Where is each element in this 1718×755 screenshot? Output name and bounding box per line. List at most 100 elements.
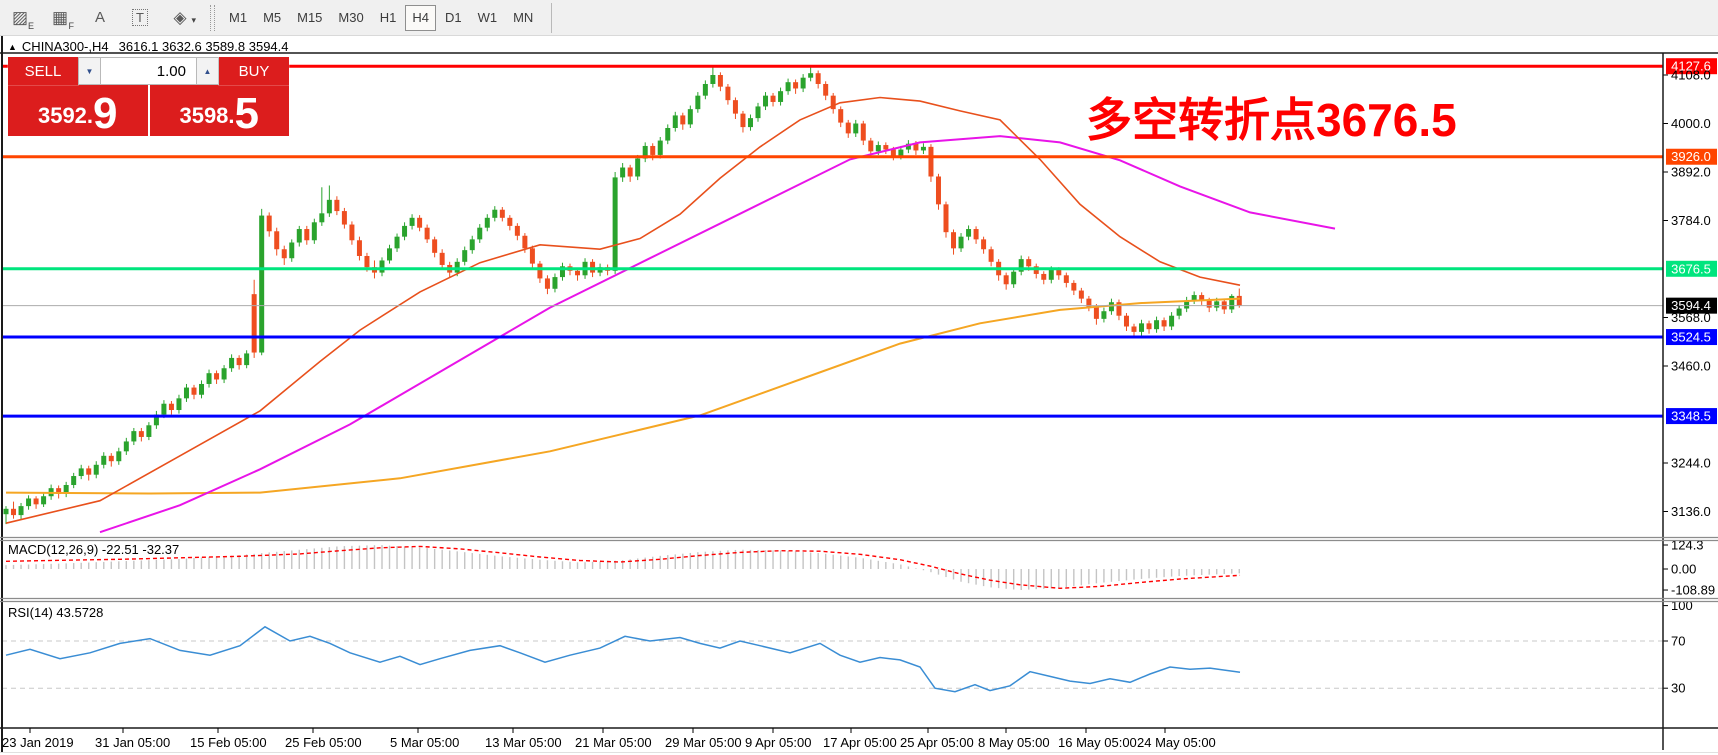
candle-body <box>657 140 663 155</box>
candle-body <box>183 387 189 399</box>
candle-body <box>477 227 483 240</box>
candle-body <box>529 248 535 264</box>
candle-body <box>274 231 280 250</box>
candle-body <box>763 95 769 107</box>
toolbar: ▨ E ▦ F A T ◈ ▾ M1 M5 M15 M30 H1 H4 D1 W1 MN <box>0 0 1718 36</box>
candle-body <box>1078 290 1084 299</box>
indicators-icon[interactable]: ▨ E <box>2 3 38 33</box>
candle-body <box>853 123 859 134</box>
candle-body <box>311 222 317 241</box>
candle-body <box>296 229 302 243</box>
macd-indicator-label: MACD(12,26,9) -22.51 -32.37 <box>8 542 180 557</box>
price-badge-3594.4 <box>1666 297 1717 314</box>
text-box-icon[interactable]: T <box>122 3 158 33</box>
chevron-down-icon: ▼ <box>85 66 94 76</box>
candle-body <box>838 109 844 123</box>
candle-body <box>214 373 220 380</box>
buy-button[interactable]: BUY <box>218 56 290 86</box>
timeframe-button-h1[interactable]: H1 <box>373 5 404 31</box>
sell-button[interactable]: SELL <box>7 56 79 86</box>
candle-body <box>612 177 618 271</box>
timeframe-button-h4[interactable]: H4 <box>405 4 436 31</box>
shapes-icon-badge: ▾ <box>191 14 196 25</box>
candle-body <box>770 95 776 102</box>
rsi-axis-label: 70 <box>1671 634 1685 649</box>
candle-body <box>808 73 814 78</box>
y-tick-label: 4108.0 <box>1671 68 1711 83</box>
collapse-triangle-icon[interactable]: ▲ <box>8 42 17 52</box>
candle-body <box>469 239 475 251</box>
shapes-icon-glyph: ◈ <box>173 7 187 27</box>
buy-price-int: 3598 <box>179 103 229 128</box>
text-label-icon[interactable]: A <box>82 3 118 33</box>
candle-body <box>687 109 693 125</box>
trade-controls-row: SELL ▼ ▲ BUY <box>7 56 290 86</box>
candle-body <box>251 294 257 353</box>
candle-body <box>1184 300 1190 309</box>
symbol-label: CHINA300-,H4 <box>21 39 109 54</box>
timeframe-button-m1[interactable]: M1 <box>222 5 254 31</box>
buy-price[interactable]: 3598. 5 <box>150 85 290 136</box>
candle-body <box>153 414 159 426</box>
shapes-icon[interactable]: ◈ ▾ <box>162 3 198 33</box>
timeframe-button-m15[interactable]: M15 <box>290 5 329 31</box>
candle-body <box>1206 300 1212 308</box>
candle-body <box>1191 295 1197 301</box>
candle-body <box>499 209 505 218</box>
volume-input[interactable] <box>101 57 196 85</box>
time-axis-label: 5 Mar 05:00 <box>390 735 459 750</box>
candle-body <box>364 255 370 268</box>
candle-body <box>1041 273 1047 280</box>
timeframe-button-d1[interactable]: D1 <box>438 5 469 31</box>
candle-body <box>176 398 182 411</box>
candle-body <box>1123 315 1129 327</box>
candle-body <box>868 140 874 152</box>
candle-body <box>815 73 821 84</box>
sell-price-dot: . <box>86 103 94 128</box>
y-tick-label: 3136.0 <box>1671 504 1711 519</box>
volume-decrease-button[interactable]: ▼ <box>78 57 101 85</box>
candle-body <box>875 145 881 152</box>
rsi-line <box>5 625 1241 693</box>
candle-body <box>883 145 889 150</box>
candle-body <box>642 145 648 159</box>
candle-body <box>1154 320 1160 330</box>
candle-body <box>830 95 836 110</box>
candle-body <box>402 225 408 237</box>
time-axis-label: 29 Mar 05:00 <box>665 735 742 750</box>
timeframe-button-mn[interactable]: MN <box>506 5 540 31</box>
rsi-axis-label: 30 <box>1671 681 1685 696</box>
toolbar-grip[interactable] <box>210 4 215 31</box>
timeframe-button-m5[interactable]: M5 <box>256 5 288 31</box>
sell-price-int: 3592 <box>37 103 87 128</box>
candle-body <box>1101 311 1107 319</box>
candle-body <box>439 252 445 265</box>
candle-body <box>973 229 979 240</box>
sell-price[interactable]: 3592. 9 <box>8 85 150 136</box>
y-tick-label: 3460.0 <box>1671 359 1711 374</box>
price-badge-4127.6 <box>1666 58 1717 75</box>
candle-body <box>387 248 393 261</box>
time-axis-label: 16 May 05:00 <box>1058 735 1137 750</box>
candle-body <box>349 224 355 241</box>
candle-body <box>41 496 47 505</box>
candle-body <box>221 368 227 380</box>
candle-body <box>1199 295 1205 301</box>
timeframe-button-m30[interactable]: M30 <box>331 5 370 31</box>
candle-body <box>905 143 911 150</box>
candle-body <box>131 431 137 442</box>
timeframe-button-w1[interactable]: W1 <box>471 5 505 31</box>
candle-body <box>755 106 761 119</box>
grid-icon[interactable]: ▦ F <box>42 3 78 33</box>
sell-price-frac: 9 <box>93 88 118 138</box>
candle-body <box>341 211 347 225</box>
candle-body <box>522 235 528 249</box>
candle-body <box>281 249 287 259</box>
volume-increase-button[interactable]: ▲ <box>196 57 219 85</box>
y-tick-label: 3784.0 <box>1671 213 1711 228</box>
price-badge-text: 3594.4 <box>1671 298 1711 313</box>
price-badge-3348.5 <box>1666 408 1717 425</box>
time-axis-label: 9 Apr 05:00 <box>745 735 812 750</box>
candle-body <box>620 167 626 178</box>
